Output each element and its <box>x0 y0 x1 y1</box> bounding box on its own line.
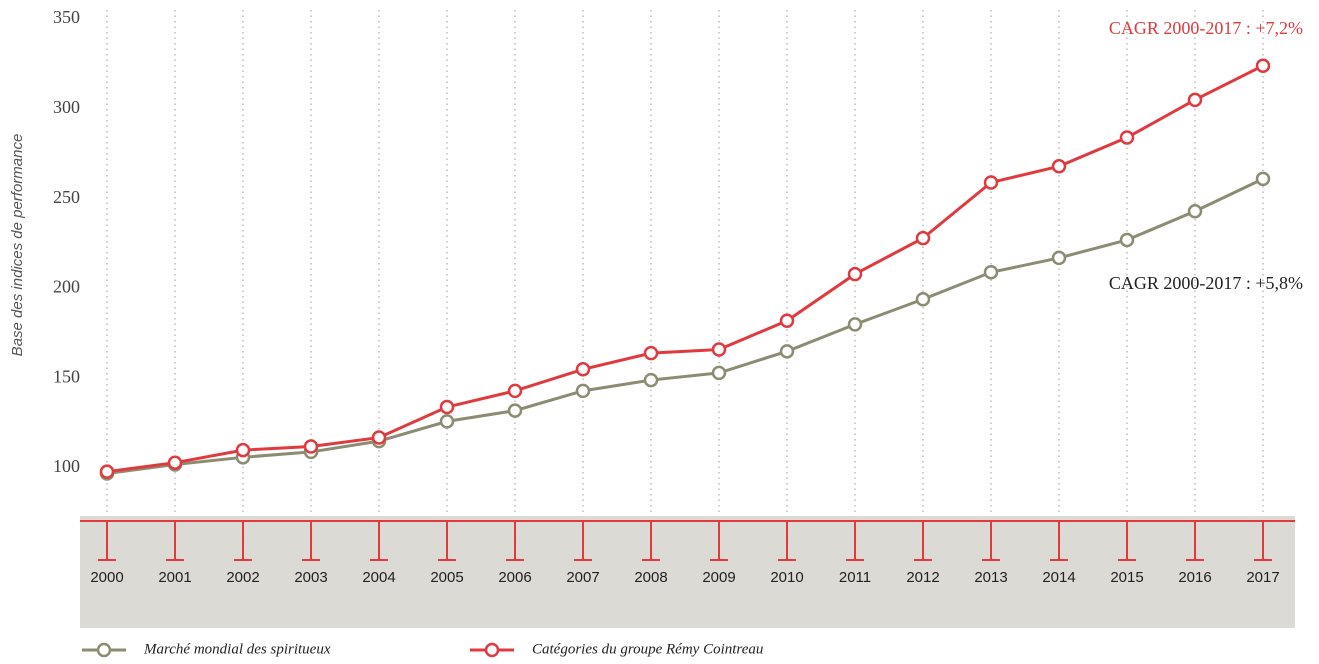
x-tick-label: 2010 <box>770 569 803 586</box>
x-tick-label: 2015 <box>1110 569 1143 586</box>
point <box>371 430 387 445</box>
point <box>847 317 863 332</box>
y-axis-label: Base des indices de performance <box>9 134 26 357</box>
x-tick-label: 2000 <box>90 569 123 586</box>
point <box>439 414 455 429</box>
x-tick-label: 2004 <box>362 569 395 586</box>
x-tick-label: 2016 <box>1178 569 1211 586</box>
point <box>1051 250 1067 266</box>
y-tick-label: 350 <box>53 7 80 27</box>
point <box>711 365 727 381</box>
y-tick-label: 200 <box>53 277 80 297</box>
point <box>1051 159 1067 174</box>
x-tick-label: 2009 <box>702 569 735 586</box>
point <box>575 383 591 399</box>
point <box>575 362 591 377</box>
series-line <box>106 64 1264 474</box>
y-tick-label: 150 <box>53 366 80 386</box>
point <box>711 342 727 357</box>
point <box>1187 203 1203 219</box>
axis-band <box>80 516 1295 628</box>
point <box>303 439 319 454</box>
legend-label: Catégories du groupe Rémy Cointreau <box>532 641 763 657</box>
point <box>983 265 999 280</box>
point <box>235 442 251 458</box>
x-tick-label: 2007 <box>566 569 599 586</box>
x-tick-label: 2011 <box>839 569 871 586</box>
point <box>99 464 115 479</box>
point <box>915 230 931 246</box>
x-tick-label: 2002 <box>226 569 259 586</box>
point <box>643 372 659 388</box>
point <box>847 266 863 282</box>
point <box>507 403 523 418</box>
point <box>643 345 659 361</box>
y-tick-label: 250 <box>53 187 80 207</box>
y-tick-label: 300 <box>53 97 80 117</box>
x-tick-label: 2008 <box>634 569 667 586</box>
x-tick-label: 2013 <box>974 569 1007 586</box>
point <box>167 455 183 470</box>
point <box>1119 130 1135 145</box>
annotation: CAGR 2000-2017 : +7,2% <box>1109 18 1303 38</box>
legend-label: Marché mondial des spiritueux <box>143 641 331 657</box>
point <box>983 175 999 190</box>
series-line <box>106 177 1264 475</box>
legend-marker <box>484 642 500 658</box>
x-tick-label: 2014 <box>1042 569 1075 586</box>
point <box>915 291 931 307</box>
point <box>779 344 795 359</box>
y-tick-label: 100 <box>53 456 80 476</box>
point <box>1255 58 1271 73</box>
point <box>507 383 523 399</box>
point <box>1255 171 1271 187</box>
point <box>1119 232 1135 248</box>
legend-marker <box>96 642 112 658</box>
point <box>779 313 795 329</box>
x-tick-label: 2001 <box>158 569 191 586</box>
point <box>439 399 455 415</box>
annotation: CAGR 2000-2017 : +5,8% <box>1109 273 1303 293</box>
x-tick-label: 2012 <box>906 569 939 586</box>
x-tick-label: 2005 <box>430 569 463 586</box>
x-tick-label: 2006 <box>498 569 531 586</box>
x-tick-label: 2017 <box>1246 569 1279 586</box>
point <box>1187 92 1203 108</box>
x-tick-label: 2003 <box>294 569 327 586</box>
